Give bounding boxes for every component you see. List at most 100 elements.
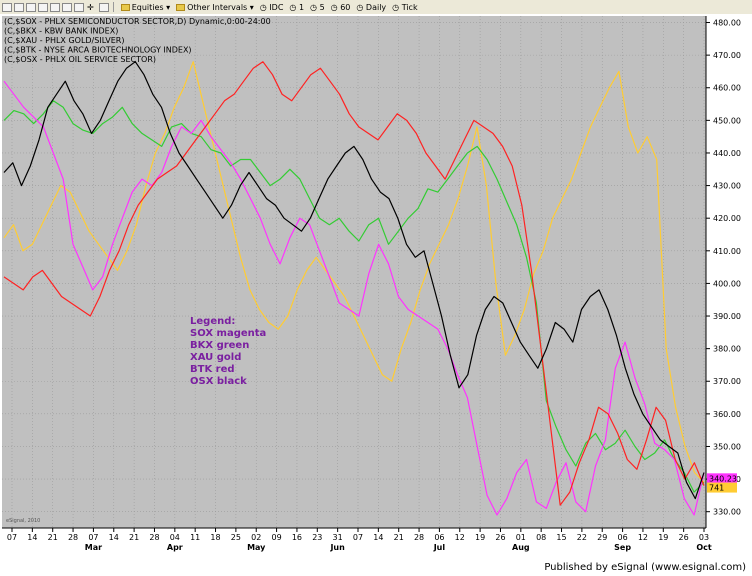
other-intervals-label: Other Intervals [187,2,248,12]
x-axis-panel [0,528,752,560]
x-month-label: Sep [614,543,631,552]
x-tick-label: 14 [373,533,383,542]
equities-menu[interactable]: Equities ▾ [120,3,170,12]
y-tick-label: 440.00 [713,149,741,158]
x-tick-label: 11 [190,533,200,542]
x-tick-label: 21 [394,533,404,542]
x-tick-label: 29 [597,533,607,542]
last-value-label: 340.23 [709,474,737,483]
x-tick-label: 12 [638,533,648,542]
x-tick-label: 03 [699,533,709,542]
legend-entry: BKX green [190,340,249,351]
x-tick-label: 14 [27,533,37,542]
zoom-button[interactable] [74,2,84,12]
y-tick-label: 370.00 [713,377,741,386]
legend-entry: XAU gold [190,352,241,363]
print-button[interactable] [50,2,60,12]
x-tick-label: 12 [455,533,465,542]
interval-5-label: 5 [319,2,325,12]
x-tick-label: 06 [617,533,627,542]
x-month-label: Aug [512,543,530,552]
crosshair-icon[interactable]: ✛ [87,2,94,12]
x-tick-label: 21 [48,533,58,542]
x-tick-label: 01 [516,533,526,542]
x-tick-label: 02 [251,533,261,542]
x-tick-label: 04 [170,533,180,542]
series-header: (C,$SOX - PHLX SEMICONDUCTOR SECTOR,D) D… [4,17,271,26]
idc-label: IDC [269,2,284,12]
series-line-xau [3,61,705,483]
plot-area[interactable] [2,16,706,528]
x-tick-label: 15 [556,533,566,542]
x-tick-label: 28 [149,533,159,542]
y-axis-panel [706,14,752,528]
tick-button[interactable]: ◷ Tick [392,2,418,12]
x-month-label: May [247,543,266,552]
toolbar-divider [112,2,114,12]
series-layer [3,61,705,516]
y-axis: 480.00 470.00 460.00 450.00 440.00 430.00 420.… [706,19,741,517]
y-tick-label: 430.00 [713,182,741,191]
x-tick-label: 19 [475,533,485,542]
x-tick-label: 14 [109,533,119,542]
folder-icon [120,3,130,11]
save-button[interactable] [14,2,24,12]
x-tick-label: 06 [434,533,444,542]
x-tick-label: 07 [7,533,17,542]
x-month-label: Apr [167,543,183,552]
x-tick-label: 22 [577,533,587,542]
x-tick-label: 21 [129,533,139,542]
other-intervals-menu[interactable]: Other Intervals ▾ [176,3,254,12]
chart: (C,$SOX - PHLX SEMICONDUCTOR SECTOR,D) D… [0,14,752,560]
interval-60-label: 60 [340,2,351,12]
last-value-box [707,473,737,484]
y-tick-label: 360.00 [713,410,741,419]
x-tick-label: 18 [210,533,220,542]
folder-icon [176,3,186,11]
x-tick-label: 25 [231,533,241,542]
y-tick-label: 330.00 [713,508,741,517]
x-tick-label: 09 [271,533,281,542]
series-line-bkx [3,100,705,493]
last-value-label: 741 [709,484,724,493]
footer: Published by eSignal (www.esignal.com) [0,560,752,576]
x-month-label: Jul [433,543,446,552]
interval-1-label: 1 [298,2,305,12]
legend-title: Legend: [190,316,235,327]
properties-button[interactable] [62,2,72,12]
series-header: (C,$BKX - KBW BANK INDEX) [4,27,118,36]
y-tick-label: 350.00 [713,442,741,451]
y-tick-label: 410.00 [713,247,741,256]
gridlines [2,16,706,528]
interval-5-button[interactable]: ◷ 5 [310,2,325,12]
y-tick-label: 420.00 [713,214,741,223]
y-tick-label: 470.00 [713,51,741,60]
series-header: (C,$BTK - NYSE ARCA BIOTECHNOLOGY INDEX) [4,46,192,55]
footer-text: Published by eSignal (www.esignal.com) [544,562,746,573]
paste-button[interactable] [38,2,48,12]
x-tick-label: 28 [68,533,78,542]
last-value-box [707,482,737,493]
x-tick-label: 07 [353,533,363,542]
idc-button[interactable]: ◷ IDC [259,2,284,12]
tick-label: Tick [401,2,418,12]
daily-button[interactable]: ◷ Daily [356,2,387,12]
copy-button[interactable] [26,2,36,12]
series-header: (C,$OSX - PHLX OIL SERVICE SECTOR) [4,55,156,64]
interval-60-button[interactable]: ◷ 60 [330,2,351,12]
y-tick-label: 460.00 [713,84,741,93]
x-month-label: Mar [85,543,102,552]
interval-1-button[interactable]: ◷ 1 [289,2,305,12]
series-line-btk [3,61,705,506]
toolbar: ✛ Equities ▾ Other Intervals ▾ ◷ IDC ◷ 1… [0,0,752,15]
legend-entry: OSX black [190,376,247,387]
draw-button[interactable] [98,2,109,12]
legend-entry: BTK red [190,364,235,375]
series-line-sox [3,80,705,516]
new-chart-button[interactable] [2,2,12,12]
x-tick-label: 07 [88,533,98,542]
x-tick-label: 19 [658,533,668,542]
x-tick-label: 26 [495,533,505,542]
watermark: eSignal, 2010 [6,518,40,524]
